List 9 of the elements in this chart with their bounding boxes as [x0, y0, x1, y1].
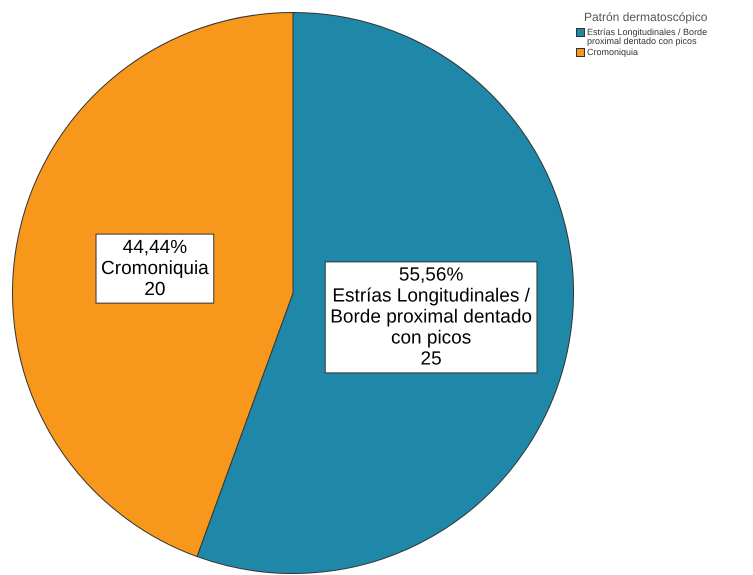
legend-title: Patrón dermatoscópico	[584, 10, 708, 24]
text: 25	[420, 348, 442, 370]
text: 20	[144, 278, 166, 300]
data-label: 44,44%	[122, 236, 188, 258]
legend-label: Estrías Longitudinales / Borde proximal dentado con picos	[587, 27, 708, 46]
slice-label: Cromoniquia	[101, 258, 210, 279]
legend-label: Cromoniquia	[587, 47, 638, 57]
data-label: 55,56%	[398, 264, 464, 286]
slice-label: Estrías Longitudinales / Borde proximal dentado con picos	[330, 286, 532, 349]
